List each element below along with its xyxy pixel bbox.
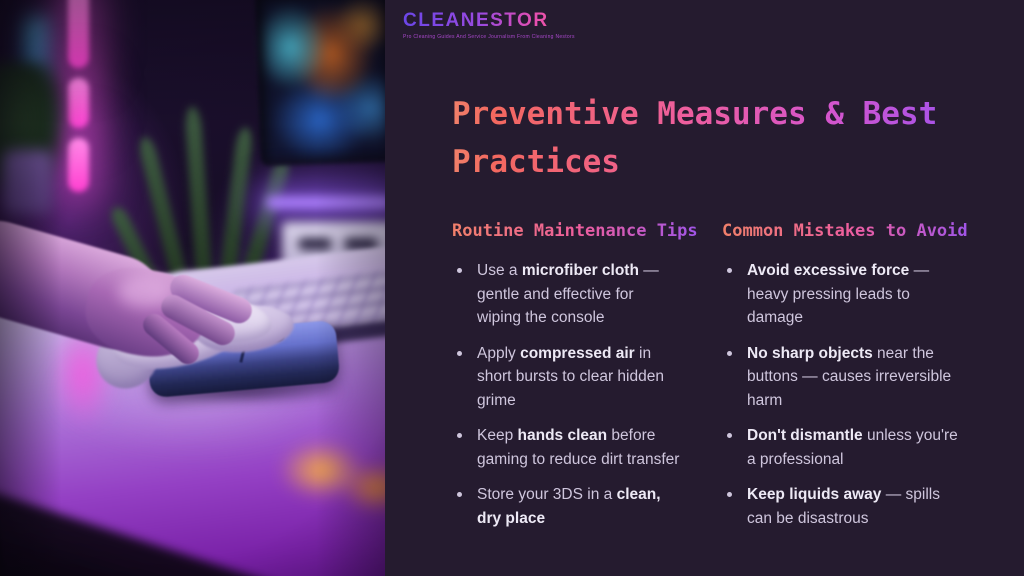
column-heading: Common Mistakes to Avoid: [722, 221, 968, 241]
column-heading: Routine Maintenance Tips: [452, 221, 698, 241]
bullet-list: Avoid excessive force — heavy pressing l…: [722, 259, 966, 530]
bold-text: hands clean: [517, 427, 608, 444]
column-common-mistakes: Common Mistakes to Avoid Avoid excessive…: [722, 220, 968, 542]
bullet-list: Use a microfiber cloth — gentle and effe…: [452, 259, 680, 530]
bold-text: compressed air: [520, 344, 635, 362]
content-panel: CLEANESTOR Pro Cleaning Guides And Servi…: [385, 0, 1024, 576]
text: Store your 3DS in a: [477, 486, 617, 503]
page-title: Preventive Measures & Best Practices: [452, 90, 972, 186]
photo-vignette: [0, 0, 385, 576]
text: — gentle and effective for wiping the co…: [477, 262, 659, 326]
list-item: No sharp objects near the buttons — caus…: [722, 342, 966, 413]
list-item: Keep hands clean before gaming to reduce…: [452, 424, 680, 471]
bold-text: Avoid excessive force: [747, 262, 910, 279]
bold-text: Don't dismantle: [747, 427, 863, 444]
list-item: Keep liquids away — spills can be disast…: [722, 483, 966, 530]
text: near the buttons — causes irreversible h…: [747, 344, 952, 409]
text: Apply: [477, 344, 521, 362]
text: Keep: [477, 427, 518, 444]
text: unless you're a professional: [747, 427, 958, 468]
tips-columns: Routine Maintenance Tips Use a microfibe…: [452, 220, 968, 542]
text: Use a: [477, 262, 522, 279]
brand-header: CLEANESTOR Pro Cleaning Guides And Servi…: [403, 10, 575, 40]
list-item: Store your 3DS in a clean, dry place: [452, 483, 680, 530]
page-title-line2: Practices: [452, 144, 620, 180]
text: — heavy pressing leads to damage: [747, 262, 930, 326]
text: before gaming to reduce dirt transfer: [477, 427, 680, 468]
text: in short bursts to clear hidden grime: [477, 344, 664, 409]
text: — spills can be disastrous: [747, 486, 940, 527]
page-title-line1: Preventive Measures & Best: [452, 96, 938, 132]
cleanestor-logo: CLEANESTOR: [403, 10, 575, 32]
column-routine-maintenance: Routine Maintenance Tips Use a microfibe…: [452, 220, 698, 542]
bold-text: No sharp objects: [747, 344, 873, 362]
bold-text: microfiber cloth: [521, 262, 639, 279]
list-item: Use a microfiber cloth — gentle and effe…: [452, 259, 680, 330]
hero-photo: [0, 0, 385, 576]
list-item: Don't dismantle unless you're a professi…: [722, 424, 966, 471]
list-item: Avoid excessive force — heavy pressing l…: [722, 259, 966, 330]
bold-text: clean, dry place: [477, 486, 661, 527]
bold-text: Keep liquids away: [747, 486, 882, 503]
brand-tagline: Pro Cleaning Guides And Service Journali…: [403, 34, 575, 40]
list-item: Apply compressed air in short bursts to …: [452, 342, 680, 413]
